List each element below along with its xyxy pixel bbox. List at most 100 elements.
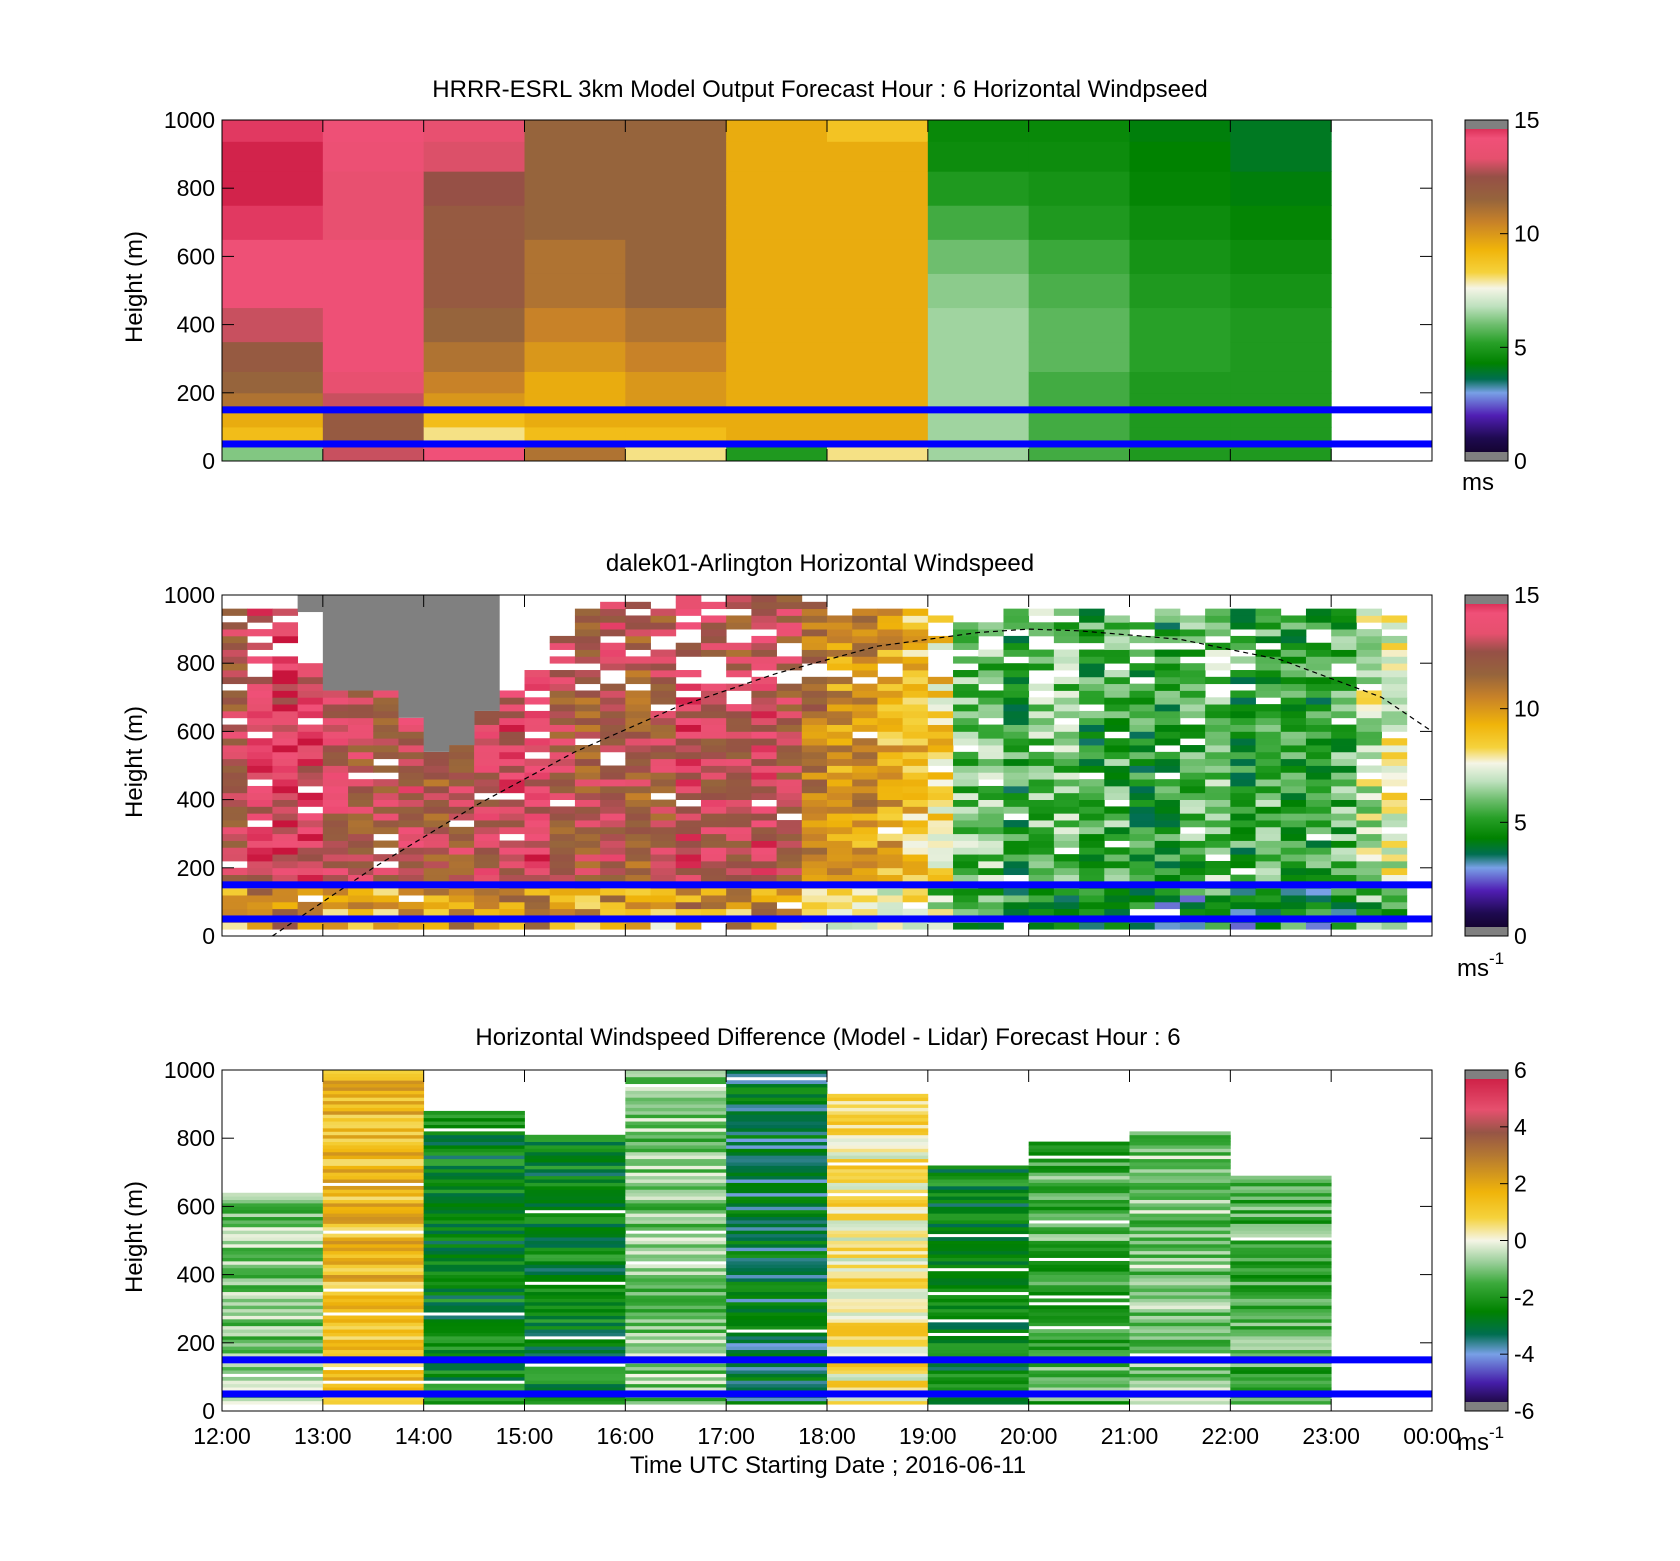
heatmap-cell xyxy=(1154,895,1181,903)
heatmap-cell xyxy=(1230,779,1256,787)
heatmap-cell xyxy=(1079,676,1105,685)
heatmap-cell xyxy=(297,758,324,766)
heatmap-cell xyxy=(827,1175,929,1180)
heatmap-cell xyxy=(1230,392,1332,411)
heatmap-cell xyxy=(524,1387,626,1391)
heatmap-cell xyxy=(1255,908,1282,916)
heatmap-cell xyxy=(1230,1206,1332,1211)
heatmap-cell xyxy=(474,901,500,910)
heatmap-cell xyxy=(827,710,853,719)
heatmap-cell xyxy=(423,1301,525,1306)
heatmap-cell xyxy=(927,1373,1030,1378)
heatmap-cell xyxy=(1028,1312,1130,1316)
heatmap-cell xyxy=(322,1346,425,1351)
heatmap-cell xyxy=(1028,1185,1130,1190)
heatmap-cell xyxy=(1356,738,1382,746)
heatmap-cell xyxy=(1356,806,1382,814)
heatmap-cell xyxy=(927,1281,1030,1286)
heatmap-cell xyxy=(625,1339,727,1344)
heatmap-cell xyxy=(1028,1237,1130,1241)
heatmap-cell xyxy=(1129,1383,1231,1388)
heatmap-cell xyxy=(852,656,878,664)
heatmap-cell xyxy=(877,649,904,657)
heatmap-cell xyxy=(1129,1288,1231,1293)
heatmap-cell xyxy=(1154,874,1181,882)
heatmap-cell xyxy=(927,867,954,876)
x-tick-label: 15:00 xyxy=(496,1423,554,1449)
heatmap-cell xyxy=(1230,635,1256,644)
heatmap-cell xyxy=(927,922,954,930)
heatmap-cell xyxy=(902,860,929,869)
heatmap-cell xyxy=(953,717,979,725)
heatmap-cell xyxy=(1331,895,1357,903)
heatmap-cell xyxy=(524,141,626,172)
heatmap-cell xyxy=(524,273,626,309)
heatmap-cell xyxy=(1028,608,1055,616)
heatmap-cell xyxy=(1205,874,1231,882)
heatmap-cell xyxy=(751,779,777,787)
heatmap-cell xyxy=(927,908,954,916)
heatmap-cell xyxy=(448,826,475,835)
heatmap-cell xyxy=(1230,273,1332,309)
heatmap-cell xyxy=(650,629,677,637)
heatmap-cell xyxy=(1053,867,1080,876)
heatmap-cell xyxy=(1280,758,1307,766)
heatmap-cell xyxy=(1079,758,1105,766)
heatmap-cell xyxy=(1028,704,1055,712)
heatmap-cell xyxy=(776,772,803,780)
heatmap-cell xyxy=(927,1257,1030,1262)
heatmap-cell xyxy=(297,697,324,705)
heatmap-cell xyxy=(222,799,248,807)
heatmap-cell xyxy=(1129,1295,1231,1299)
heatmap-cell xyxy=(726,751,752,760)
heatmap-cell xyxy=(625,1192,727,1197)
y-tick-label: 400 xyxy=(177,1262,215,1288)
heatmap-cell xyxy=(675,608,702,616)
heatmap-cell xyxy=(625,642,651,650)
heatmap-cell xyxy=(423,1346,525,1351)
heatmap-cell xyxy=(801,683,828,691)
heatmap-cell xyxy=(1305,745,1332,753)
heatmap-cell xyxy=(650,731,677,739)
heatmap-cell xyxy=(1230,1182,1332,1187)
heatmap-cell xyxy=(650,820,677,828)
heatmap-cell xyxy=(751,840,777,848)
heatmap-cell xyxy=(726,792,752,800)
heatmap-cell xyxy=(524,1240,626,1245)
heatmap-cell xyxy=(524,1185,626,1190)
heatmap-cell xyxy=(448,813,475,821)
heatmap-cell xyxy=(222,1213,324,1218)
heatmap-cell xyxy=(650,717,677,725)
heatmap-cell xyxy=(600,772,626,780)
heatmap-cell xyxy=(1154,649,1181,657)
heatmap-cell xyxy=(524,867,551,876)
heatmap-cell xyxy=(322,1243,425,1248)
heatmap-cell xyxy=(322,1342,425,1347)
heatmap-cell xyxy=(1205,772,1231,780)
heatmap-cell xyxy=(827,1209,929,1214)
sun-elevation-curve xyxy=(272,628,1433,937)
heatmap-cell xyxy=(827,697,853,705)
heatmap-cell xyxy=(1230,888,1256,896)
heatmap-cell xyxy=(650,874,677,882)
heatmap-cell xyxy=(524,785,551,794)
heatmap-cell xyxy=(726,1213,828,1218)
heatmap-cell xyxy=(1331,697,1357,705)
heatmap-cell xyxy=(322,765,349,773)
heatmap-cell xyxy=(726,1209,828,1214)
heatmap-cell xyxy=(1154,785,1181,794)
heatmap-cell xyxy=(675,874,702,882)
heatmap-cell xyxy=(877,745,904,753)
heatmap-cell xyxy=(827,1312,929,1316)
heatmap-cell xyxy=(1280,840,1307,848)
heatmap-cell xyxy=(927,1301,1030,1306)
heatmap-cell xyxy=(1104,738,1130,746)
heatmap-cell xyxy=(1230,1233,1332,1238)
heatmap-cell xyxy=(751,601,777,610)
heatmap-cell xyxy=(675,683,702,691)
heatmap-cell xyxy=(1129,867,1156,876)
heatmap-cell xyxy=(751,765,777,773)
heatmap-cell xyxy=(852,724,878,732)
heatmap-cell xyxy=(1230,908,1256,916)
heatmap-cell xyxy=(625,1335,727,1340)
